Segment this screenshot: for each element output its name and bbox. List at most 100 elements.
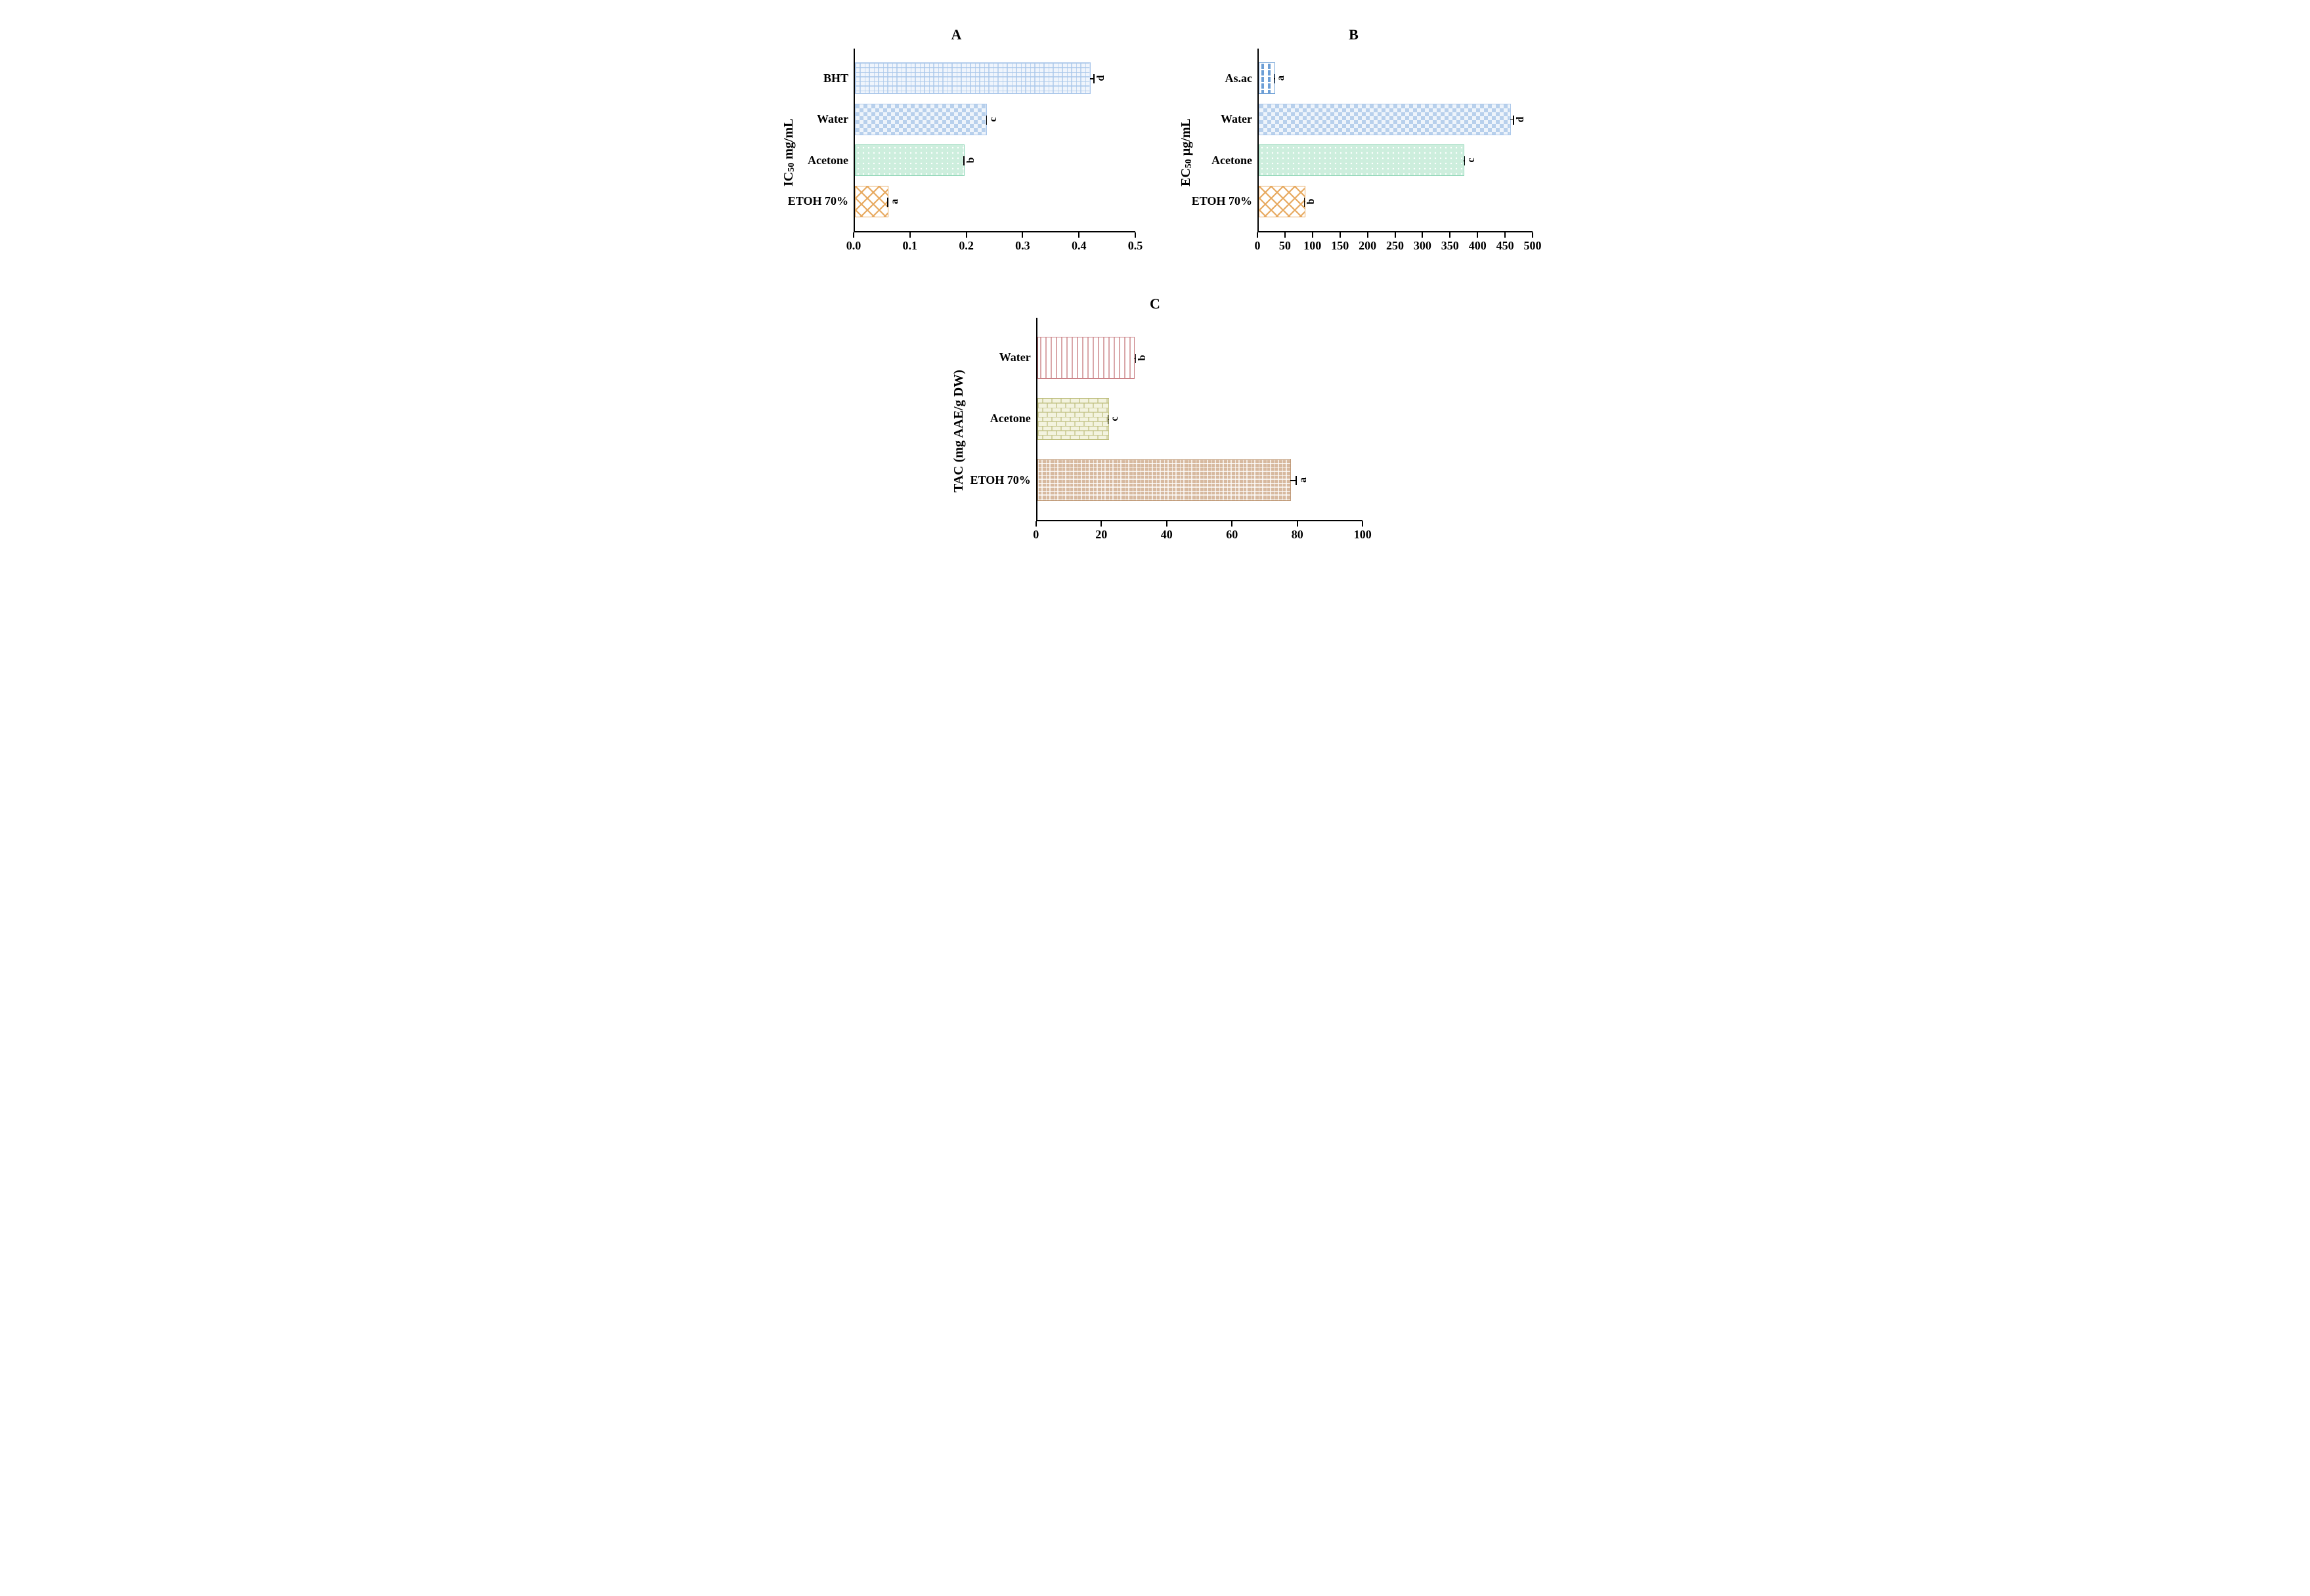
x-tick	[1395, 232, 1396, 238]
significance-letter: c	[988, 117, 999, 121]
category-label: Water	[1221, 112, 1259, 126]
x-tick-label: 0.4	[1072, 239, 1087, 253]
x-tick	[1367, 232, 1368, 238]
bar: b	[1037, 337, 1135, 379]
x-tick-label: 100	[1354, 528, 1372, 542]
bar: c	[855, 104, 987, 135]
x-tick-label: 50	[1279, 239, 1291, 253]
significance-letter: a	[889, 199, 901, 204]
bar: d	[855, 62, 1091, 94]
bar: c	[1037, 398, 1109, 440]
panel-c-bars: WaterbAcetonecETOH 70%a	[1036, 318, 1363, 521]
x-tick-label: 0.5	[1128, 239, 1143, 253]
x-tick	[1231, 521, 1232, 527]
category-label: ETOH 70%	[788, 194, 855, 208]
x-tick-label: 200	[1359, 239, 1376, 253]
category-label: Acetone	[808, 154, 855, 167]
bar-row: ETOH 70%a	[855, 186, 1135, 217]
category-label: Water	[817, 112, 855, 126]
x-tick-label: 350	[1441, 239, 1459, 253]
chart-grid: A IC50 mg/mL BHTdWatercAcetonebETOH 70%a…	[777, 26, 1533, 545]
panel-b-title: B	[1175, 26, 1533, 43]
x-tick-label: 300	[1414, 239, 1431, 253]
x-tick	[1078, 232, 1079, 238]
bar-row: BHTd	[855, 62, 1135, 94]
significance-letter: a	[1297, 477, 1309, 483]
x-tick-label: 0	[1255, 239, 1261, 253]
panel-b-y-title: EC50 µg/mL	[1175, 49, 1198, 256]
x-tick-label: 0.3	[1015, 239, 1030, 253]
panel-c-plot: WaterbAcetonecETOH 70%a 020406080100	[1036, 318, 1363, 545]
x-tick	[1135, 232, 1136, 238]
x-tick	[1312, 232, 1313, 238]
x-tick	[1257, 232, 1258, 238]
x-tick-label: 40	[1161, 528, 1173, 542]
bar-row: Acetonec	[1259, 144, 1533, 176]
category-label: Acetone	[1211, 154, 1259, 167]
x-tick	[1340, 232, 1341, 238]
bar-row: Acetoneb	[855, 144, 1135, 176]
panel-a-y-title: IC50 mg/mL	[777, 49, 801, 256]
panel-a-chart: IC50 mg/mL BHTdWatercAcetonebETOH 70%a 0…	[777, 49, 1135, 256]
x-tick-label: 450	[1496, 239, 1514, 253]
significance-letter: b	[1305, 198, 1317, 204]
bar: a	[855, 186, 888, 217]
bar: c	[1259, 144, 1464, 176]
x-tick-label: 500	[1524, 239, 1542, 253]
significance-letter: b	[1137, 355, 1148, 360]
x-tick	[1022, 232, 1023, 238]
bar-row: Acetonec	[1037, 398, 1363, 440]
bar-row: Waterd	[1259, 104, 1533, 135]
x-tick	[853, 232, 854, 238]
bar: a	[1037, 459, 1291, 501]
panel-b-x-axis: 050100150200250300350400450500	[1257, 232, 1533, 256]
panel-a: A IC50 mg/mL BHTdWatercAcetonebETOH 70%a…	[777, 26, 1135, 256]
panel-b-chart: EC50 µg/mL As.acaWaterdAcetonecETOH 70%b…	[1175, 49, 1533, 256]
bar: d	[1259, 104, 1511, 135]
x-tick	[1422, 232, 1423, 238]
category-label: Water	[999, 351, 1037, 364]
panel-b-plot: As.aca Waterd Acetonec ETOH 70%b 0 50 100 150 2…	[1257, 49, 1533, 256]
significance-letter: a	[1275, 75, 1287, 81]
x-tick-label: 80	[1292, 528, 1303, 542]
panel-c-x-axis: 020406080100	[1036, 521, 1363, 545]
x-tick-label: 150	[1331, 239, 1349, 253]
x-tick	[1362, 521, 1363, 527]
panel-b-bars: As.aca Waterd Acetonec ETOH 70%b	[1257, 49, 1533, 232]
panel-a-plot: BHTdWatercAcetonebETOH 70%a 0.00.10.20.3…	[854, 49, 1135, 256]
x-tick-label: 20	[1095, 528, 1107, 542]
x-tick	[1504, 232, 1506, 238]
bar-row: Waterb	[1037, 337, 1363, 379]
bar-row: ETOH 70%b	[1259, 186, 1533, 217]
x-tick-label: 60	[1226, 528, 1238, 542]
error-bar	[1464, 160, 1465, 162]
error-bar	[1134, 358, 1136, 359]
x-tick-label: 0.1	[903, 239, 918, 253]
x-tick-label: 400	[1469, 239, 1487, 253]
x-tick-label: 0.0	[846, 239, 861, 253]
category-label: ETOH 70%	[1192, 194, 1259, 208]
panel-a-title: A	[777, 26, 1135, 43]
bar-row: Waterc	[855, 104, 1135, 135]
bar-row: As.aca	[1259, 62, 1533, 94]
bar: b	[855, 144, 965, 176]
x-tick	[1101, 521, 1102, 527]
error-bar	[964, 160, 965, 162]
x-tick	[1166, 521, 1167, 527]
x-tick-label: 100	[1303, 239, 1321, 253]
x-tick	[1297, 521, 1298, 527]
panel-c: C TAC (mg AAE/g DW) WaterbAcetonecETOH 7…	[948, 295, 1363, 545]
significance-letter: d	[1095, 75, 1107, 81]
x-tick	[1477, 232, 1478, 238]
x-tick-label: 0.2	[959, 239, 974, 253]
bar: b	[1259, 186, 1305, 217]
x-tick	[1449, 232, 1450, 238]
x-tick	[909, 232, 911, 238]
category-label: Acetone	[990, 412, 1037, 425]
panel-c-wrapper: C TAC (mg AAE/g DW) WaterbAcetonecETOH 7…	[777, 295, 1533, 545]
significance-letter: c	[1466, 158, 1477, 163]
error-bar	[1510, 119, 1514, 121]
error-bar	[1290, 480, 1297, 481]
significance-letter: d	[1515, 116, 1527, 122]
x-tick	[1035, 521, 1037, 527]
